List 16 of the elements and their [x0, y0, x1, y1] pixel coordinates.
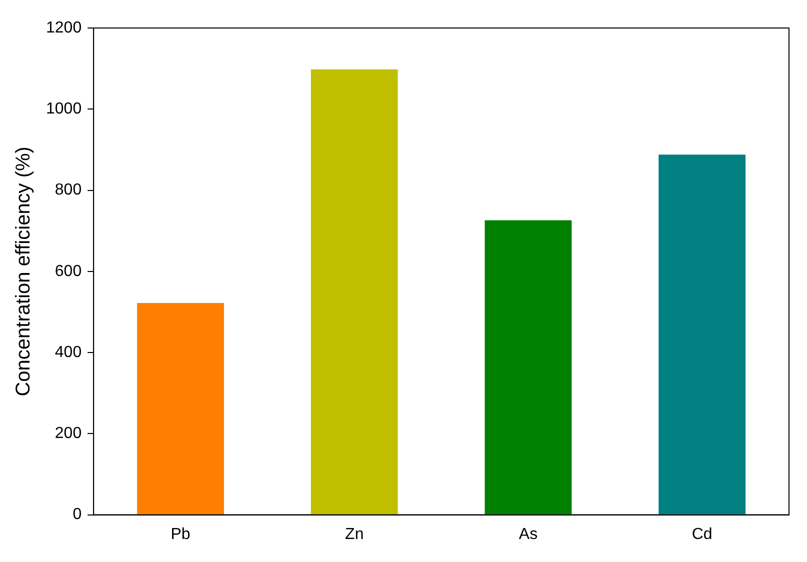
y-axis-title: Concentration efficiency (%)	[12, 146, 35, 396]
bar	[658, 154, 746, 514]
x-tick-label: Pb	[170, 526, 190, 543]
y-tick-label: 600	[54, 262, 82, 280]
y-tick-label: 800	[54, 182, 82, 199]
y-tick-label: 1200	[46, 19, 82, 36]
y-tick-label: 0	[72, 506, 82, 524]
y-tick-label: 1000	[46, 100, 82, 118]
y-tick-label: 200	[54, 425, 82, 442]
x-tick-label: As	[518, 526, 538, 543]
bar	[484, 220, 572, 514]
y-tick-label: 400	[54, 344, 82, 361]
x-tick-label: Zn	[345, 526, 364, 543]
bar	[137, 303, 224, 514]
bar	[310, 69, 398, 514]
x-tick-label: Cd	[692, 526, 712, 543]
